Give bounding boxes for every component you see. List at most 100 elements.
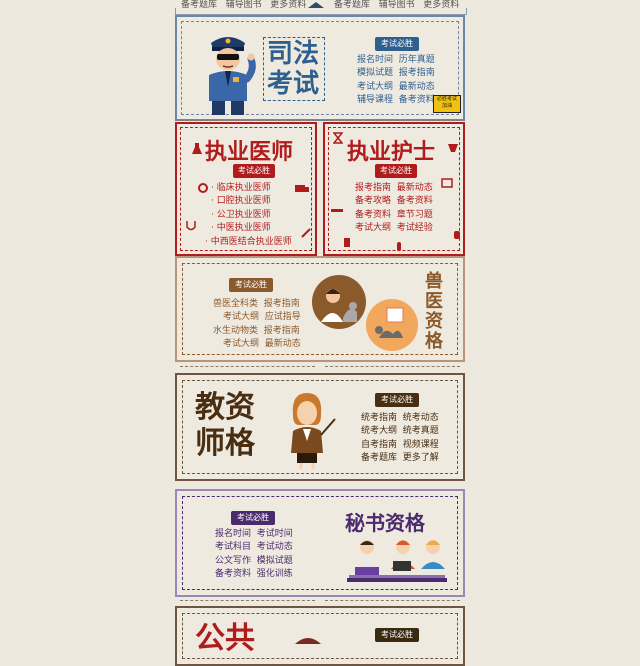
teacher-link[interactable]: 更多了解 bbox=[402, 453, 439, 464]
vet-title-char: 兽 bbox=[425, 271, 443, 292]
judicial-title-box bbox=[263, 37, 325, 101]
judicial-tag-badge: 考试必胜 bbox=[375, 37, 419, 51]
nurse-link[interactable]: 备考资料 bbox=[355, 209, 392, 220]
veterinarian-card[interactable]: 考试必胜 兽医全科类 报考指南 考试大纲 应试指导 水生动物类 报考指南 考试大… bbox=[175, 256, 465, 362]
nurse-link[interactable]: 最新动态 bbox=[396, 183, 433, 193]
vet-link[interactable]: 水生动物类 bbox=[213, 325, 259, 336]
stitch-connector bbox=[180, 366, 315, 367]
medical-doctor-card[interactable]: 执业医师 考试必胜 · 临床执业医师 · 口腔执业医师 · 公卫执业医师 · 中… bbox=[175, 122, 317, 256]
judicial-link[interactable]: 历年真题 bbox=[398, 55, 435, 65]
teacher-title-line1: 教资 bbox=[195, 390, 255, 425]
judicial-link[interactable]: 备考资料 bbox=[398, 95, 435, 106]
secretary-link[interactable]: 报名时间 bbox=[215, 529, 252, 539]
top-link[interactable]: 更多资料 bbox=[270, 0, 307, 10]
nurse-link[interactable]: 章节习题 bbox=[396, 209, 433, 220]
nurse-link[interactable]: 报考指南 bbox=[355, 183, 392, 193]
nurse-links: 报考指南 最新动态 备考攻略 备考资料 备考资料 章节习题 考试大纲 考试经验 bbox=[355, 182, 433, 236]
office-workers-illustration bbox=[347, 540, 447, 582]
secretary-link[interactable]: 强化训练 bbox=[256, 569, 293, 580]
secretary-link[interactable]: 模拟试题 bbox=[256, 555, 293, 566]
judicial-title-line2: 考试 bbox=[267, 69, 320, 99]
secretary-link[interactable]: 公文写作 bbox=[215, 555, 252, 566]
nurse-link[interactable]: 备考攻略 bbox=[355, 196, 392, 207]
top-link[interactable]: 辅导图书 bbox=[378, 0, 415, 10]
bed-icon bbox=[331, 209, 343, 212]
teacher-link[interactable]: 统考动态 bbox=[402, 413, 439, 423]
secretary-link[interactable]: 考试时间 bbox=[256, 529, 293, 539]
doctor-link[interactable]: · 中医执业医师 bbox=[211, 223, 271, 234]
top-link[interactable]: 备考题库 bbox=[334, 0, 371, 10]
police-officer-illustration bbox=[209, 37, 256, 115]
teacher-link[interactable]: 备考题库 bbox=[361, 453, 398, 464]
teacher-link[interactable]: 视频课程 bbox=[402, 439, 439, 450]
judicial-link[interactable]: 报考指南 bbox=[398, 68, 435, 79]
vet-with-cat-illustration bbox=[366, 299, 418, 351]
secretary-link[interactable]: 考试科目 bbox=[215, 542, 252, 553]
civil-tag-badge: 考试必胜 bbox=[375, 628, 419, 642]
nurse-link[interactable]: 考试大纲 bbox=[355, 223, 392, 234]
ambulance-icon bbox=[295, 185, 309, 192]
teacher-links: 统考指南 统考动态 统考大纲 统考真题 自考指南 视频课程 备考题库 更多了解 bbox=[361, 412, 439, 466]
vet-link[interactable]: 考试大纲 bbox=[223, 339, 260, 350]
judicial-link[interactable]: 最新动态 bbox=[398, 81, 435, 92]
secretary-tag-badge: 考试必胜 bbox=[231, 511, 275, 525]
vet-link[interactable]: 应试指导 bbox=[264, 312, 301, 323]
judicial-links: 报名时间 历年真题 模拟试题 报考指南 考试大纲 最新动态 辅导课程 备考资料 bbox=[357, 54, 435, 108]
top-links-left: 备考题库 辅导图书 更多资料 bbox=[181, 0, 306, 10]
judicial-link[interactable]: 报名时间 bbox=[357, 55, 394, 65]
vet-title-char: 医 bbox=[425, 291, 443, 312]
vet-link[interactable]: 报考指南 bbox=[263, 299, 300, 309]
secretary-link[interactable]: 备考资料 bbox=[215, 569, 252, 580]
judicial-link[interactable]: 考试大纲 bbox=[357, 81, 394, 92]
civil-service-card[interactable]: 公共 考试必胜 bbox=[175, 606, 465, 666]
doctor-title: 执业医师 bbox=[205, 140, 294, 165]
doctor-link[interactable]: · 公卫执业医师 bbox=[211, 209, 271, 220]
judicial-exam-card[interactable]: 司法 考试 考试必胜 报名时间 历年真题 模拟试题 报考指南 考试大纲 最新动态… bbox=[175, 15, 465, 121]
vet-link[interactable]: 考试大纲 bbox=[223, 312, 260, 323]
secretary-qualification-card[interactable]: 考试必胜 报名时间 考试时间 考试科目 考试动态 公文写作 模拟试题 备考资料 … bbox=[175, 489, 465, 597]
judicial-link[interactable]: 模拟试题 bbox=[357, 68, 394, 79]
cup-icon bbox=[448, 144, 458, 152]
stitch-connector bbox=[325, 120, 460, 121]
vet-link[interactable]: 最新动态 bbox=[264, 339, 301, 350]
vet-link[interactable]: 兽医全科类 bbox=[213, 299, 259, 309]
nurse-link[interactable]: 考试经验 bbox=[396, 223, 433, 234]
teacher-qualification-card[interactable]: 教资 师格 考试必胜 统考指南 统考动态 统考大纲 统考真题 自考指南 视频课程… bbox=[175, 373, 465, 481]
nurse-link[interactable]: 备考资料 bbox=[396, 196, 433, 207]
doctor-links: · 临床执业医师 · 口腔执业医师 · 公卫执业医师 · 中医执业医师 · 中西… bbox=[205, 182, 292, 249]
vet-links: 兽医全科类 报考指南 考试大纲 应试指导 水生动物类 报考指南 考试大纲 最新动… bbox=[213, 298, 301, 352]
syringe-icon bbox=[301, 228, 311, 238]
pill-icon bbox=[454, 231, 460, 239]
civil-service-title: 公共 bbox=[195, 621, 255, 656]
card-inner-border bbox=[182, 496, 458, 590]
nurse-card[interactable]: 执业护士 考试必胜 报考指南 最新动态 备考攻略 备考资料 备考资料 章节习题 … bbox=[323, 122, 465, 256]
teacher-link[interactable]: 统考指南 bbox=[361, 413, 398, 423]
card-inner-border bbox=[328, 127, 460, 251]
doctor-link[interactable]: · 临床执业医师 bbox=[211, 183, 271, 193]
stitch-connector bbox=[325, 366, 460, 367]
secretary-link[interactable]: 考试动态 bbox=[256, 542, 293, 553]
card-inner-border bbox=[182, 380, 458, 474]
top-frame-line bbox=[175, 8, 467, 15]
vet-with-dog-illustration bbox=[312, 275, 366, 329]
stitch-connector bbox=[325, 600, 460, 601]
nurse-title: 执业护士 bbox=[347, 140, 436, 165]
top-link[interactable]: 更多资料 bbox=[423, 0, 460, 10]
teacher-link[interactable]: 统考真题 bbox=[402, 426, 439, 437]
top-link[interactable]: 辅导图书 bbox=[225, 0, 262, 10]
judicial-title-line1: 司法 bbox=[267, 39, 320, 69]
top-link[interactable]: 备考题库 bbox=[181, 0, 218, 10]
hourglass-icon bbox=[333, 132, 343, 144]
vet-link[interactable]: 报考指南 bbox=[263, 325, 300, 336]
teacher-link[interactable]: 自考指南 bbox=[361, 439, 398, 450]
doctor-link[interactable]: · 中西医结合执业医师 bbox=[205, 236, 292, 247]
doctor-tag-badge: 考试必胜 bbox=[233, 164, 275, 178]
teacher-title-line2: 师格 bbox=[195, 426, 255, 461]
teacher-link[interactable]: 统考大纲 bbox=[361, 426, 398, 437]
judicial-link[interactable]: 辅导课程 bbox=[357, 95, 394, 106]
vet-title-char: 资 bbox=[425, 311, 443, 332]
doctor-link[interactable]: · 口腔执业医师 bbox=[211, 196, 271, 207]
card-inner-border bbox=[180, 127, 312, 251]
nurse-tag-badge: 考试必胜 bbox=[375, 164, 417, 178]
vet-title-char: 格 bbox=[425, 331, 443, 352]
